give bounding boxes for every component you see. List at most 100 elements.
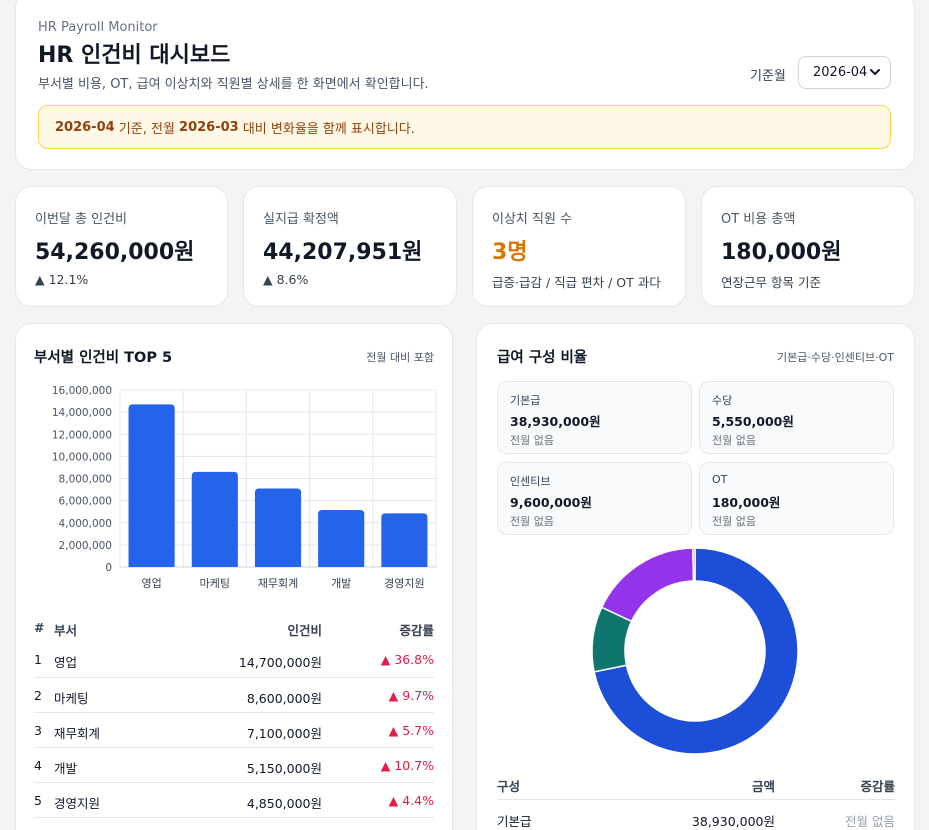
kpi-ot-cost: OT 비용 총액 180,000원 연장근무 항목 기준 — [701, 186, 915, 307]
y-tick-label: 10,000,000 — [52, 451, 112, 463]
donut-slice-OT — [692, 547, 696, 582]
table-row: 기본급 38,930,000원 전월 없음 — [497, 799, 895, 830]
comp-amount: 9,600,000원 — [510, 495, 592, 510]
month-select[interactable]: 2026-04 — [798, 56, 891, 89]
section-note: 전월 대비 포함 — [366, 351, 434, 364]
kpi-description: 급증·급감 / 직급 편차 / OT 과다 — [492, 275, 661, 290]
kpi-value: 180,000원 — [721, 240, 842, 265]
comp-box-allowance: 수당 5,550,000원 전월 없음 — [699, 381, 894, 454]
comp-name: 인센티브 — [510, 475, 551, 488]
row-amount: 38,930,000원 — [691, 814, 775, 829]
section-title: 부서별 인건비 TOP 5 — [34, 350, 173, 366]
row-amount: 8,600,000원 — [246, 691, 322, 706]
page-title: HR 인건비 대시보드 — [38, 43, 231, 68]
column-header: 구성 — [497, 779, 521, 794]
y-tick-label: 4,000,000 — [59, 518, 112, 530]
comp-table-header: 구성 금액 증감률 — [497, 776, 895, 800]
notice-text-2: 대비 변화율을 함께 표시합니다. — [238, 121, 415, 137]
table-row: 5 경영지원 4,850,000원 ▲ 4.4% — [34, 782, 434, 817]
x-tick-label: 경영지원 — [384, 577, 424, 590]
table-row: 3 재무회계 7,100,000원 ▲ 5.7% — [34, 712, 434, 747]
table-row: 4 개발 5,150,000원 ▲ 10.7% — [34, 747, 434, 782]
comp-name: OT — [712, 473, 728, 486]
notice-text-1: 기준, 전월 — [114, 121, 180, 137]
kpi-change: ▲ 8.6% — [263, 272, 309, 287]
kpi-label: 이상치 직원 수 — [492, 212, 573, 227]
row-rank: 3 — [34, 723, 42, 738]
row-rate: ▲ 5.7% — [388, 723, 434, 738]
kpi-value: 44,207,951원 — [263, 240, 423, 265]
row-rate: ▲ 10.7% — [380, 758, 434, 773]
comp-name: 수당 — [712, 394, 733, 407]
row-rate: ▲ 4.4% — [388, 793, 434, 808]
x-tick-label: 개발 — [331, 577, 351, 590]
comp-amount: 180,000원 — [712, 495, 781, 510]
table-divider — [34, 817, 434, 818]
bar-마케팅 — [191, 471, 238, 567]
comp-rate: 전월 없음 — [510, 434, 554, 447]
notice-banner: 2026-04 기준, 전월 2026-03 대비 변화율을 함께 표시합니다. — [38, 105, 891, 149]
kpi-label: 이번달 총 인건비 — [35, 212, 127, 227]
dept-bar-chart: 16,000,000 14,000,000 12,000,000 10,000,000… — [52, 385, 437, 590]
row-amount: 5,150,000원 — [246, 761, 322, 776]
pay-composition-card: 급여 구성 비율 기본급·수당·인센티브·OT 기본급 38,930,000원 … — [476, 323, 915, 830]
y-tick-label: 12,000,000 — [52, 429, 112, 441]
chevron-down-icon — [870, 69, 880, 75]
column-header: 금액 — [751, 779, 775, 794]
y-tick-label: 2,000,000 — [59, 540, 112, 552]
row-rate: 전월 없음 — [845, 814, 895, 829]
donut-slice-인센티브 — [600, 547, 695, 623]
column-header: 인건비 — [287, 623, 322, 638]
brand-name: HR Payroll Monitor — [38, 20, 158, 35]
month-label: 기준월 — [750, 69, 786, 84]
comp-box-incentive: 인센티브 9,600,000원 전월 없음 — [497, 462, 692, 535]
kpi-description: 연장근무 항목 기준 — [721, 275, 821, 290]
comp-rate: 전월 없음 — [712, 515, 756, 528]
row-rank: 5 — [34, 793, 42, 808]
y-tick-label: 0 — [105, 562, 112, 574]
y-tick-label: 6,000,000 — [59, 496, 112, 508]
pay-composition-donut — [591, 547, 799, 755]
table-row: 1 영업 14,700,000원 ▲ 36.8% — [34, 642, 434, 677]
notice-previous-month: 2026-03 — [179, 119, 239, 135]
comp-box-base: 기본급 38,930,000원 전월 없음 — [497, 381, 692, 454]
kpi-value: 54,260,000원 — [35, 240, 195, 265]
dept-cost-card: 부서별 인건비 TOP 5 전월 대비 포함 16,000,000 14,000,… — [15, 323, 453, 830]
row-rank: 1 — [34, 652, 42, 667]
section-note: 기본급·수당·인센티브·OT — [777, 351, 894, 364]
notice-current-month: 2026-04 — [55, 119, 115, 135]
table-row: 2 마케팅 8,600,000원 ▲ 9.7% — [34, 677, 434, 712]
x-tick-label: 영업 — [141, 577, 161, 590]
row-dept: 재무회계 — [54, 726, 101, 741]
comp-box-ot: OT 180,000원 전월 없음 — [699, 462, 894, 535]
section-title: 급여 구성 비율 — [497, 350, 588, 366]
bar-영업 — [128, 404, 175, 567]
x-tick-label: 마케팅 — [200, 577, 230, 590]
bar-개발 — [318, 510, 365, 567]
row-dept: 마케팅 — [54, 691, 89, 706]
comp-name: 기본급 — [510, 394, 541, 407]
column-header: 부서 — [54, 623, 78, 638]
comp-amount: 5,550,000원 — [712, 414, 794, 429]
y-tick-label: 16,000,000 — [52, 385, 112, 397]
kpi-value: 3명 — [492, 240, 528, 265]
dept-table-header: # 부서 인건비 증감률 — [34, 610, 434, 645]
row-rank: 4 — [34, 758, 42, 773]
row-rate: ▲ 9.7% — [388, 688, 434, 703]
bar-재무회계 — [254, 488, 302, 567]
column-header: 증감률 — [860, 779, 895, 794]
column-header: 증감률 — [399, 623, 434, 638]
row-comp: 기본급 — [497, 814, 532, 829]
x-tick-label: 재무회계 — [258, 577, 298, 590]
donut-slice-기본급 — [593, 547, 799, 755]
kpi-net-pay: 실지급 확정액 44,207,951원 ▲ 8.6% — [243, 186, 457, 307]
header-card: HR Payroll Monitor HR 인건비 대시보드 부서별 비용, O… — [15, 0, 915, 170]
month-select-value: 2026-04 — [813, 65, 868, 80]
kpi-total-cost: 이번달 총 인건비 54,260,000원 ▲ 12.1% — [15, 186, 228, 307]
row-amount: 14,700,000원 — [238, 655, 322, 670]
row-amount: 4,850,000원 — [246, 796, 322, 811]
comp-amount: 38,930,000원 — [510, 414, 601, 429]
row-amount: 7,100,000원 — [246, 726, 322, 741]
y-tick-label: 14,000,000 — [52, 407, 112, 419]
kpi-change: ▲ 12.1% — [35, 272, 89, 287]
